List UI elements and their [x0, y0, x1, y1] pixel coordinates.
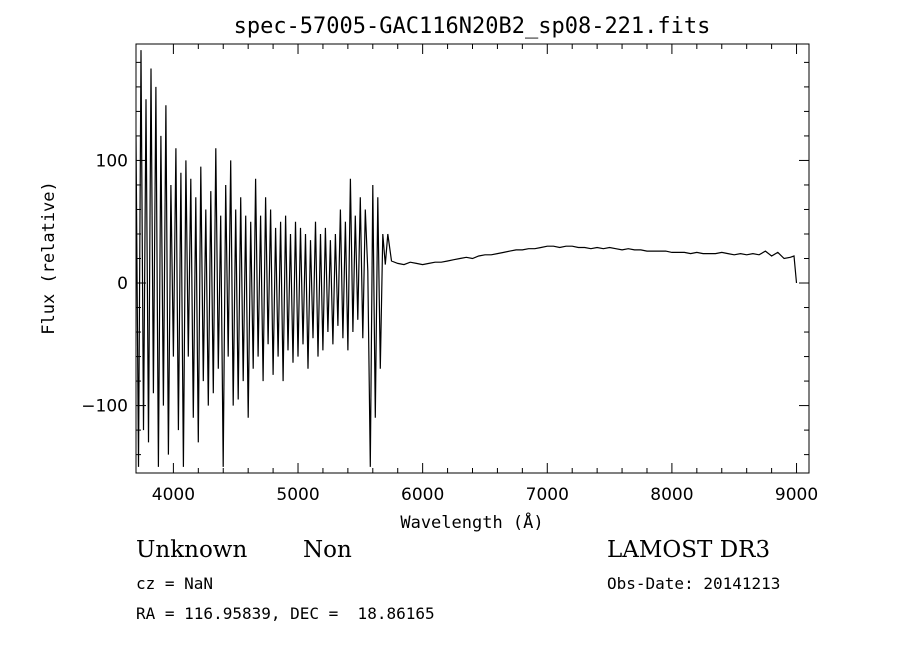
survey-name: LAMOST DR3 — [607, 537, 771, 563]
x-tick-label: 9000 — [775, 485, 818, 505]
object-class: Unknown — [136, 537, 248, 563]
x-tick-label: 5000 — [276, 485, 319, 505]
x-tick-label: 7000 — [526, 485, 569, 505]
observation-date: Obs-Date: 20141213 — [607, 574, 781, 593]
y-axis-label: Flux (relative) — [39, 181, 59, 335]
redshift-cz: cz = NaN — [136, 574, 214, 593]
y-tick-label: 100 — [96, 151, 128, 171]
chart-title: spec-57005-GAC116N20B2_sp08-221.fits — [234, 14, 711, 39]
coordinates: RA = 116.95839, DEC = 18.86165 — [136, 604, 435, 623]
y-tick-label: −100 — [81, 397, 128, 417]
axis-tick-labels: 4000 5000 6000 7000 8000 9000 −100 0 100 — [81, 151, 818, 505]
object-subclass: Non — [303, 537, 352, 563]
x-tick-label: 4000 — [152, 485, 195, 505]
x-tick-label: 6000 — [401, 485, 444, 505]
y-tick-label: 0 — [117, 274, 128, 294]
axis-ticks — [136, 44, 809, 473]
x-axis-label: Wavelength (Å) — [400, 511, 543, 533]
series-layer — [136, 50, 798, 467]
plot-frame — [135, 43, 810, 474]
x-tick-label: 8000 — [650, 485, 693, 505]
spectrum-line — [136, 50, 798, 467]
